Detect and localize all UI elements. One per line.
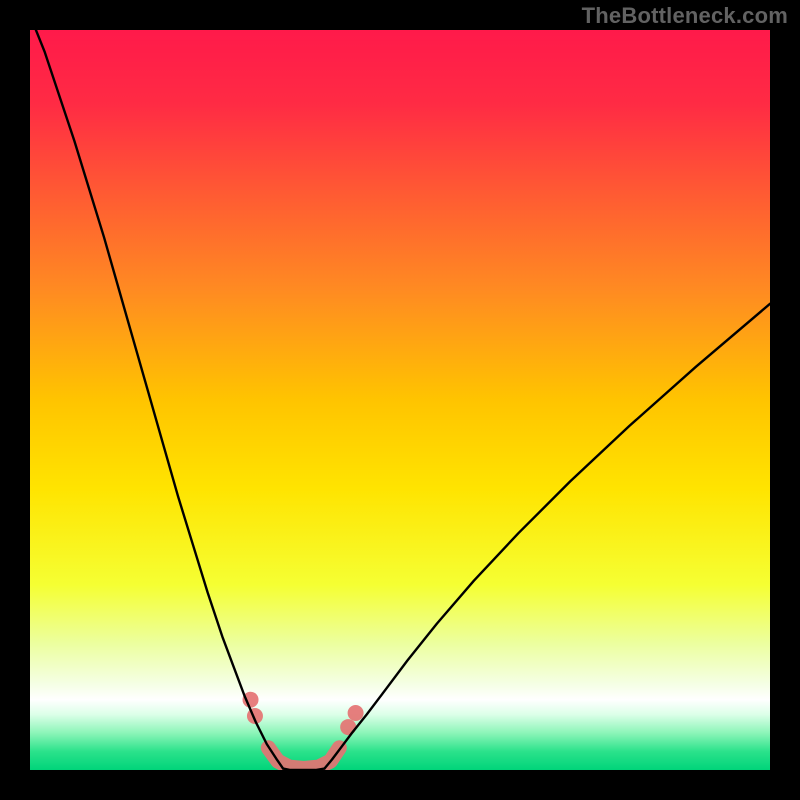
watermark-text: TheBottleneck.com — [582, 3, 788, 29]
bottleneck-chart — [0, 0, 800, 800]
valley-marker-dot — [340, 719, 356, 735]
valley-marker-dot — [348, 705, 364, 721]
